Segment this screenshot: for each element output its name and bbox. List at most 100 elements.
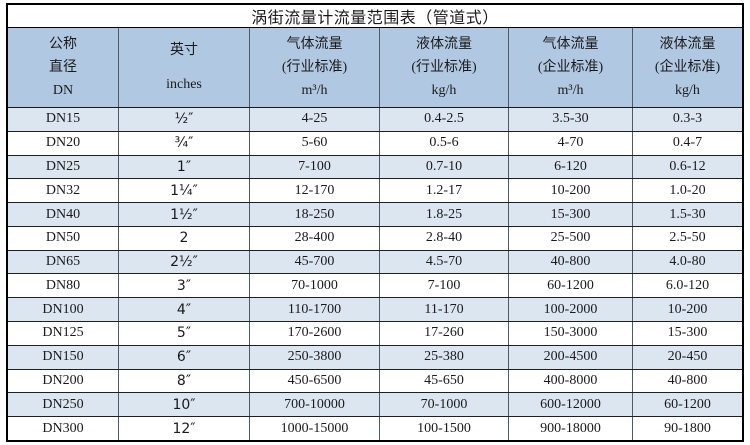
table-cell: 40-800 — [509, 250, 633, 274]
table-cell: DN25 — [8, 155, 119, 179]
table-cell: DN150 — [8, 345, 119, 369]
table-cell: 4.0-80 — [669, 254, 706, 270]
table-cell: DN100 — [8, 298, 119, 322]
column-header-line: (行业标准) — [411, 59, 477, 75]
table-row: DN32 1¼″ 12-170 1.2-17 10-200 1.0-20 — [8, 179, 742, 204]
table-cell: 100-1500 — [380, 417, 509, 440]
table-cell: 400-8000 — [509, 369, 633, 393]
table-cell: 150-3000 — [509, 322, 633, 345]
table-cell: 6-120 — [509, 155, 633, 179]
column-header-line: (企业标准) — [537, 59, 604, 75]
table-cell: 25-380 — [380, 345, 509, 369]
table-cell: 4-70 — [509, 131, 633, 155]
table-cell: DN80 — [8, 274, 119, 298]
table-row: DN200 8″ 450-6500 45-650 400-8000 40-800 — [8, 369, 742, 394]
table-cell: 4″ — [119, 298, 250, 322]
table-cell: 1.0-20 — [669, 182, 706, 198]
column-header-line: 气体流量 — [542, 36, 599, 52]
table-header-row: 公称 直径 DN 英寸 inches 气体流量 (行业标准) m³/h 液体流量 (行业标准) kg… — [8, 28, 742, 108]
table-cell: 7-100 — [380, 274, 509, 298]
table-cell: 100-2000 — [509, 298, 633, 322]
table-cell: 4.5-70 — [380, 250, 509, 274]
table-cell: DN40 — [8, 203, 119, 226]
table-cell: 4-25 — [250, 108, 380, 131]
table-cell: 2½″ — [119, 250, 250, 274]
table-cell: ½″ — [119, 108, 250, 131]
table-cell: 0.5-6 — [380, 131, 509, 155]
table-cell: 45-700 — [250, 250, 380, 274]
table-row: DN50 2 28-400 2.8-40 25-500 2.5-50 — [8, 226, 742, 251]
table-cell: 25-500 — [509, 226, 633, 250]
table-cell: 900-18000 — [509, 417, 633, 440]
table-cell: 12-170 — [250, 179, 380, 203]
table-cell: 700-10000 — [250, 393, 380, 417]
column-header-line: kg/h — [675, 82, 700, 98]
table-row: DN15 ½″ 4-25 0.4-2.5 3.5-30 0.3-3 — [8, 108, 742, 132]
column-header-liquid-flow-enterprise-standard: 液体流量 (企业标准) kg/h — [633, 28, 742, 107]
table-cell: 110-1700 — [250, 298, 380, 322]
table-row: DN20 ¾″ 5-60 0.5-6 4-70 0.4-7 — [8, 131, 742, 156]
column-header-line: 液体流量 — [416, 36, 472, 52]
table-cell: 3.5-30 — [509, 108, 633, 131]
table-cell: 450-6500 — [250, 369, 380, 393]
table-cell: 1.2-17 — [380, 179, 509, 203]
table-cell: 40-800 — [667, 372, 708, 388]
table-cell: 20-450 — [667, 349, 708, 365]
table-cell: 70-1000 — [250, 274, 380, 298]
table-cell: 0.3-3 — [672, 111, 703, 127]
table-row: DN250 10″ 700-10000 70-1000 600-12000 60-1200 — [8, 393, 742, 418]
table-cell: DN65 — [8, 250, 119, 274]
table-cell: DN32 — [8, 179, 119, 203]
table-cell: DN300 — [8, 417, 119, 440]
column-header-line: kg/h — [431, 82, 457, 98]
column-header-gas-flow-enterprise-standard: 气体流量 (企业标准) m³/h — [509, 28, 633, 107]
table-cell: 18-250 — [250, 203, 380, 226]
column-header-line: m³/h — [557, 82, 584, 98]
column-header-line: inches — [166, 77, 202, 93]
column-header-line: (企业标准) — [654, 59, 721, 75]
table-cell: 70-1000 — [380, 393, 509, 417]
table-cell: 2 — [119, 226, 250, 250]
column-header-liquid-flow-industry-standard: 液体流量 (行业标准) kg/h — [380, 28, 509, 107]
table-row: DN40 1½″ 18-250 1.8-25 15-300 1.5-30 — [8, 203, 742, 227]
table-row: DN100 4″ 110-1700 11-170 100-2000 10-200 — [8, 298, 742, 323]
table-cell: 0.4-7 — [672, 135, 703, 151]
table-cell: 28-400 — [250, 226, 380, 250]
column-header-line: 液体流量 — [659, 36, 716, 52]
table-cell: DN200 — [8, 369, 119, 393]
column-header-nominal-diameter: 公称 直径 DN — [8, 28, 119, 107]
table-cell: 2.5-50 — [669, 230, 706, 246]
table-cell: 12″ — [119, 417, 250, 440]
table-cell: 200-4500 — [509, 345, 633, 369]
table-row: DN125 5″ 170-2600 17-260 150-3000 15-300 — [8, 322, 742, 346]
table-cell: DN15 — [8, 108, 119, 131]
table-cell: 0.6-12 — [669, 158, 706, 174]
table-cell: 7-100 — [250, 155, 380, 179]
table-cell: 8″ — [119, 369, 250, 393]
table-body: DN15 ½″ 4-25 0.4-2.5 3.5-30 0.3-3 DN20 ¾″ 5-60 0.… — [8, 108, 742, 440]
table-cell: 1″ — [119, 155, 250, 179]
column-header-line: (行业标准) — [281, 59, 348, 75]
table-cell: DN250 — [8, 393, 119, 417]
table-cell: 1.8-25 — [380, 203, 509, 226]
table-cell: 3″ — [119, 274, 250, 298]
column-header-line: m³/h — [301, 82, 328, 98]
table-cell: 10-200 — [667, 301, 708, 317]
table-cell: 600-12000 — [509, 393, 633, 417]
table-cell: DN125 — [8, 322, 119, 345]
table-cell: DN20 — [8, 131, 119, 155]
table-cell: 60-1200 — [664, 396, 711, 412]
table-cell: 1000-15000 — [250, 417, 380, 440]
table-row: DN80 3″ 70-1000 7-100 60-1200 6.0-120 — [8, 274, 742, 299]
column-header-gas-flow-industry-standard: 气体流量 (行业标准) m³/h — [250, 28, 380, 107]
table-cell: 45-650 — [380, 369, 509, 393]
column-header-line: DN — [52, 82, 74, 98]
table-cell: 10-200 — [509, 179, 633, 203]
table-cell: 1½″ — [119, 203, 250, 226]
column-header-line: 公称 — [49, 36, 77, 52]
column-header-line: 气体流量 — [286, 36, 343, 52]
table-cell: DN50 — [8, 226, 119, 250]
table-cell: 11-170 — [380, 298, 509, 322]
table-cell: 170-2600 — [250, 322, 380, 345]
table-cell: 15-300 — [509, 203, 633, 226]
